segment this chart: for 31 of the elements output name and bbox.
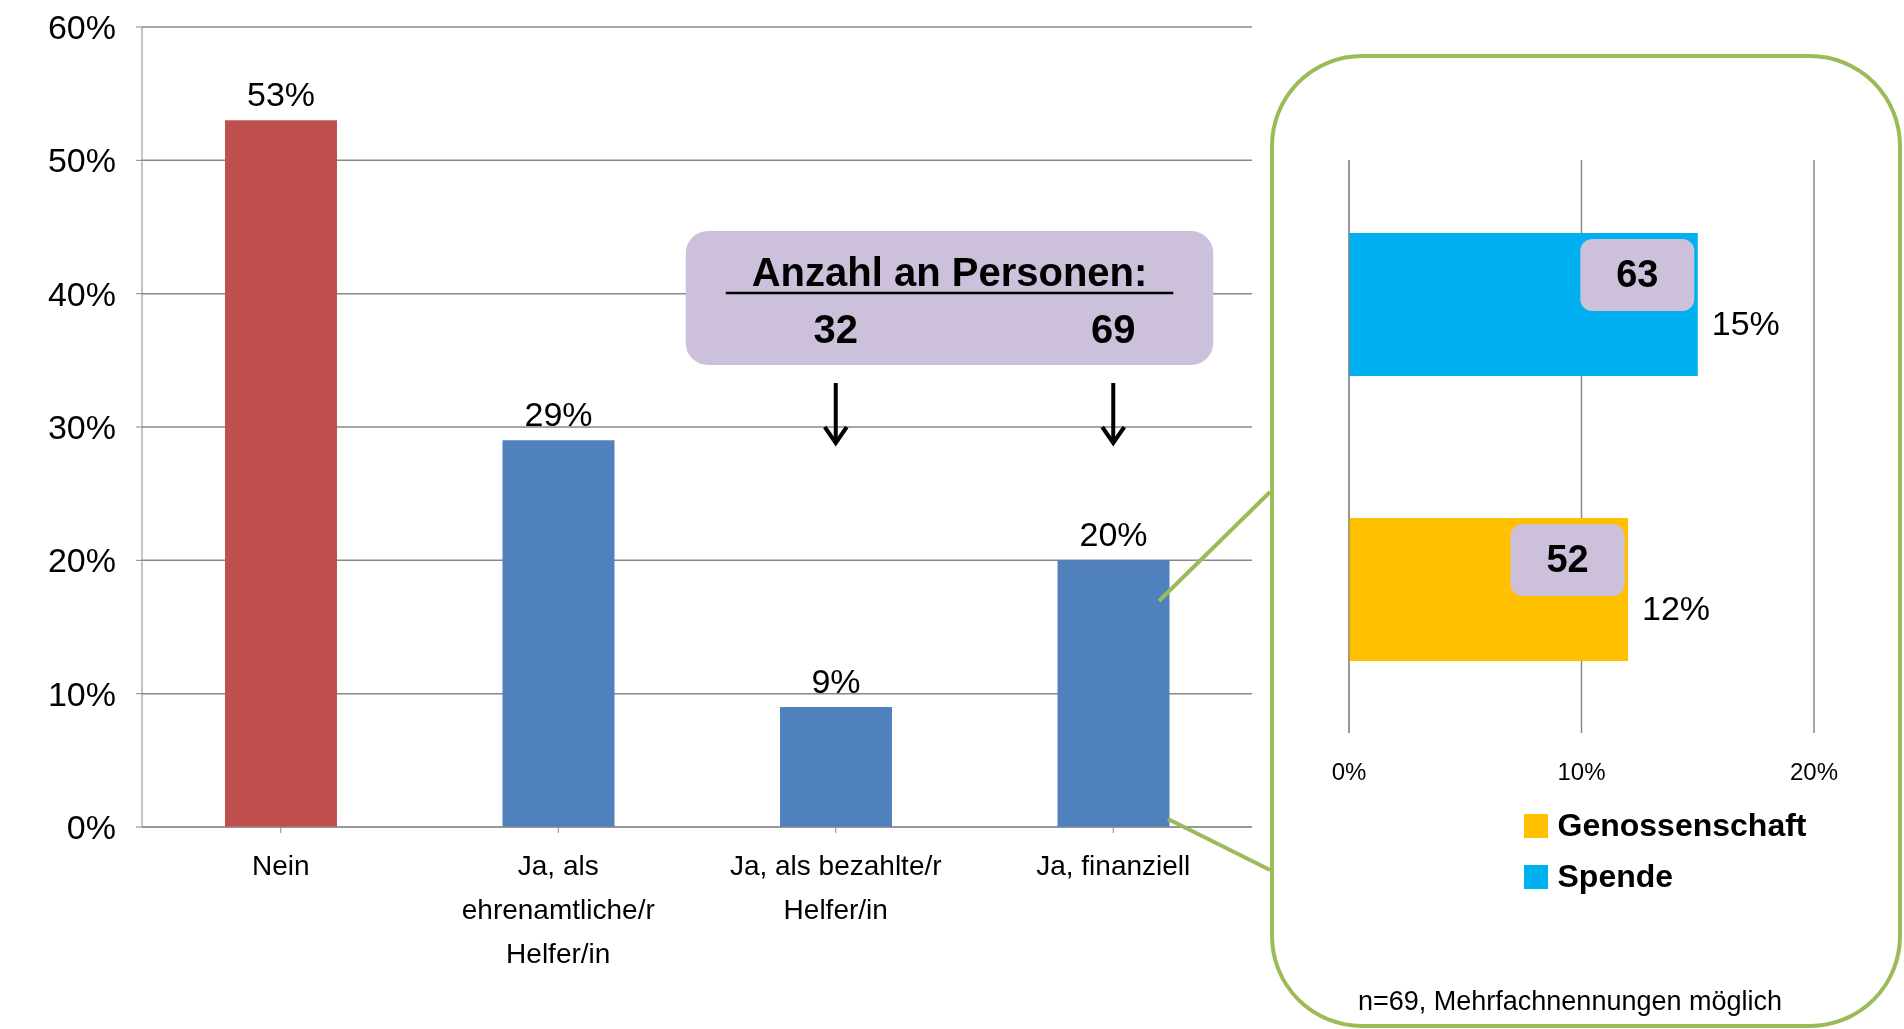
- annotation: 52: [1546, 538, 1589, 580]
- y-tick-label: 60%: [47, 8, 116, 47]
- data-label: 12%: [1642, 588, 1711, 627]
- y-tick-label: 10%: [47, 674, 116, 713]
- annotation: 32: [813, 307, 858, 351]
- bar: [502, 440, 615, 827]
- x-tick-label: 20%: [1789, 758, 1839, 786]
- x-tick-label: Ja, finanziell: [1036, 850, 1191, 881]
- x-tick-label: 10%: [1557, 758, 1606, 786]
- y-tick-label: 50%: [47, 141, 116, 180]
- data-label: 53%: [246, 75, 316, 114]
- y-tick-label: 0%: [66, 808, 116, 847]
- data-label: 15%: [1711, 303, 1780, 342]
- x-tick-label: Ja, als bezahlte/r Helfer/in: [729, 850, 942, 925]
- bar: [225, 120, 337, 827]
- x-tick-label: Nein: [251, 850, 310, 881]
- annotation: 69: [1091, 307, 1136, 351]
- text: n=69, Mehrfachnennungen möglich: [1356, 986, 1784, 1017]
- data-label: 9%: [811, 662, 861, 700]
- y-tick-label: 20%: [47, 541, 116, 580]
- bar: [780, 707, 892, 827]
- x-tick-label: 0%: [1331, 758, 1367, 786]
- y-tick-label: 30%: [47, 408, 116, 447]
- legend-label: Genossenschaft: [1557, 807, 1807, 844]
- x-tick-label: Ja, als ehrenamtliche/r Helfer/in: [461, 850, 655, 969]
- y-tick-label: 40%: [47, 274, 116, 313]
- annotation: Anzahl an Personen:: [751, 250, 1148, 294]
- data-label: 29%: [524, 395, 593, 434]
- data-label: 20%: [1079, 515, 1148, 554]
- legend-label: Spende: [1557, 858, 1674, 895]
- annotation: 63: [1616, 253, 1659, 295]
